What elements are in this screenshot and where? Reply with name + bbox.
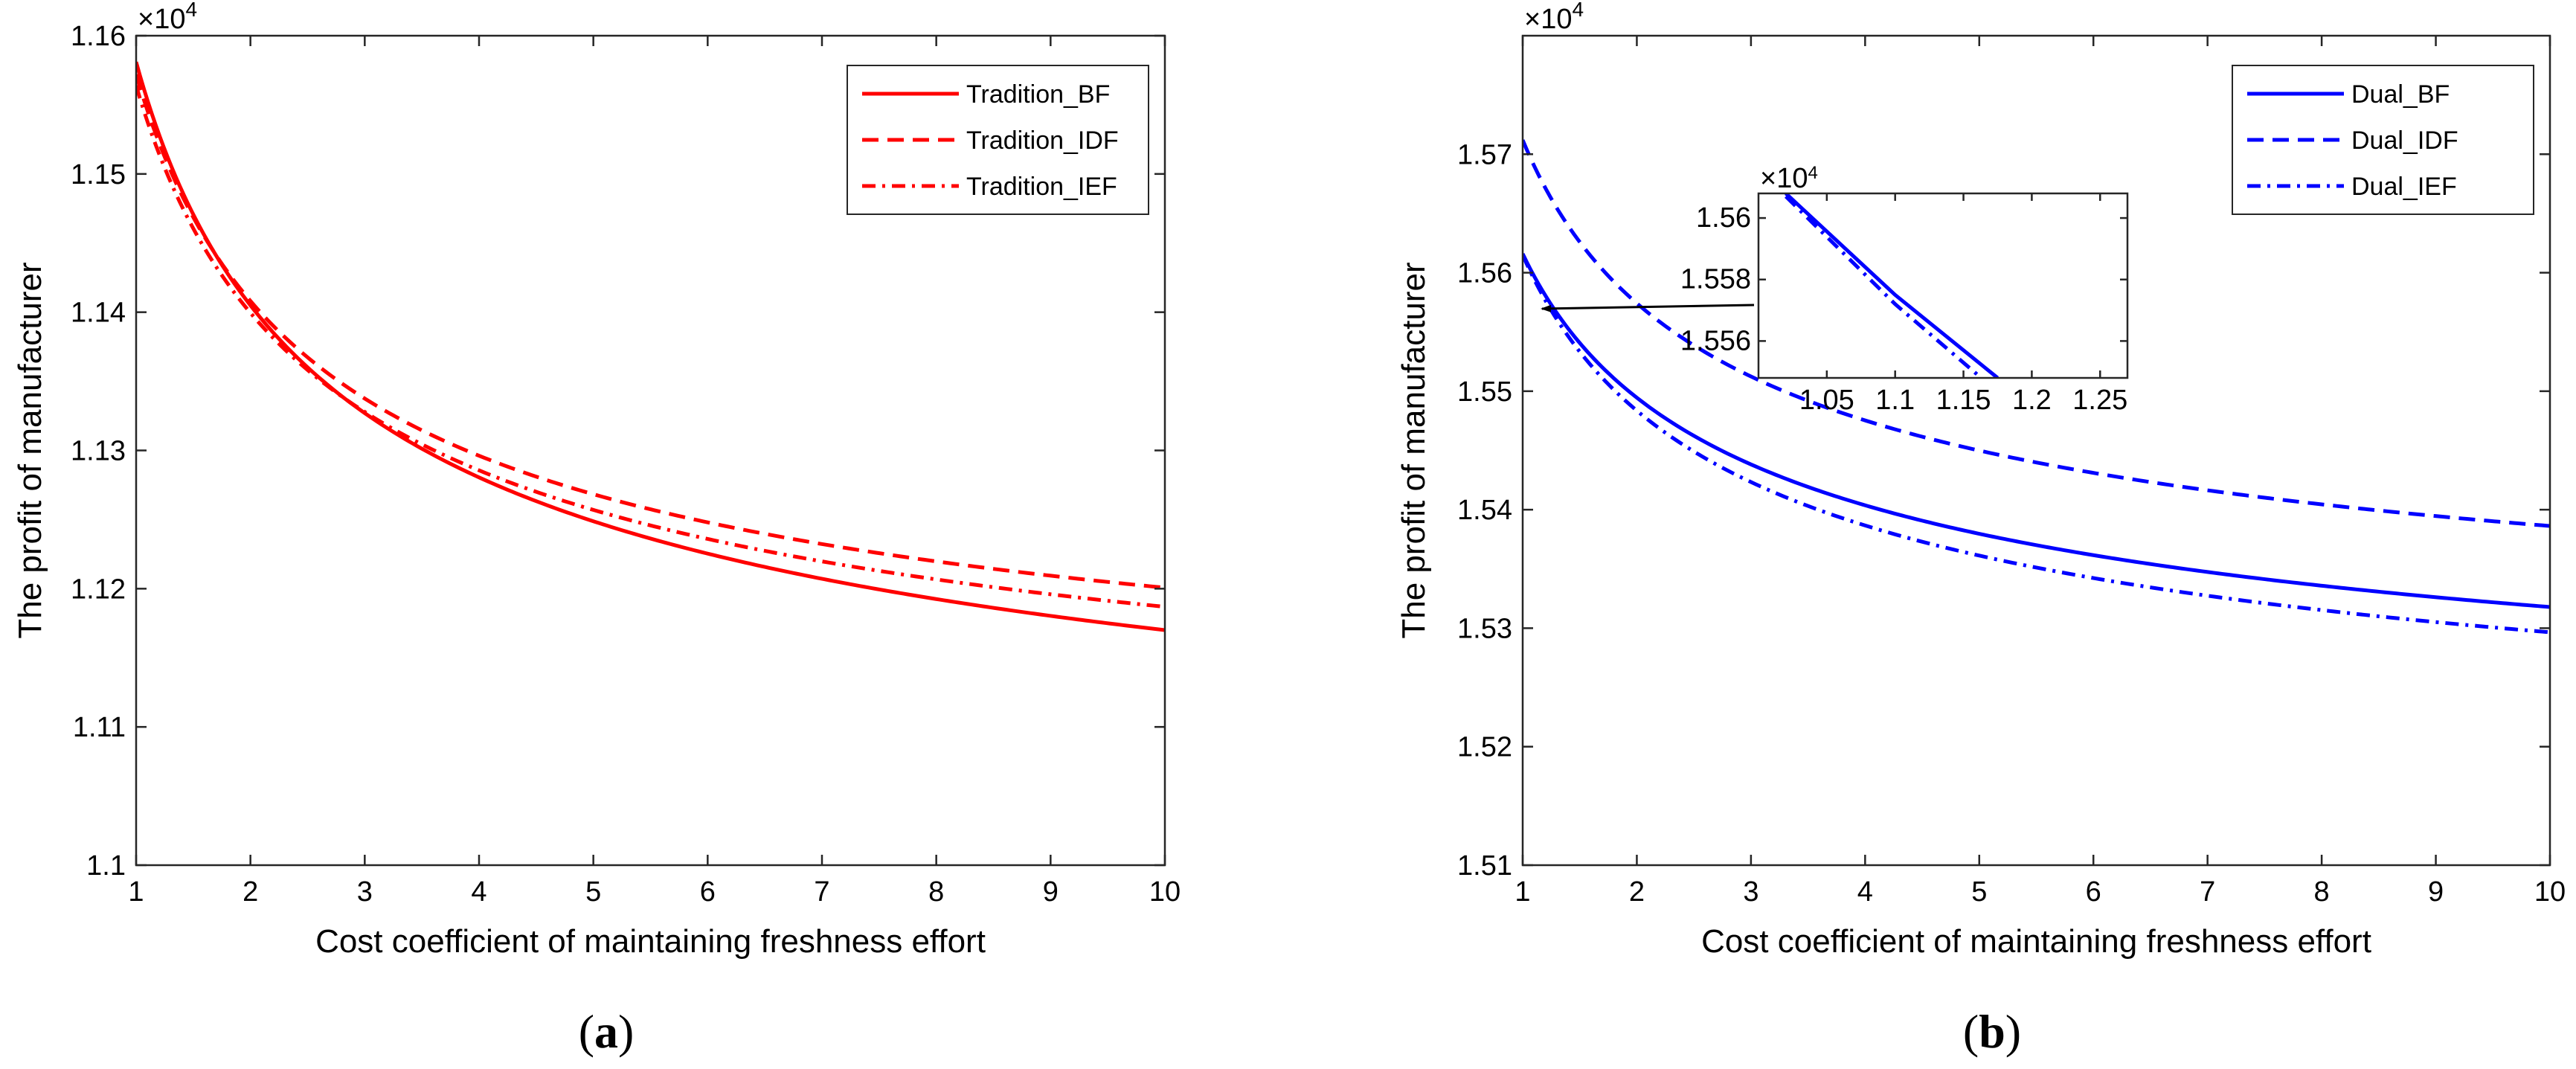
legend: Tradition_BF Tradition_IDF Tradition_IEF [847,65,1149,215]
y-tick-label: 1.55 [1457,376,1512,408]
y-axis-label: The profit of manufacturer [1395,262,1432,638]
x-tick-label: 9 [1043,876,1059,908]
inset-series-line-dual-ief [1784,195,1983,378]
panel-b-label: (b) [1963,1005,2021,1058]
y-tick-label: 1.57 [1457,139,1512,170]
series-line-tradition-bf [136,61,1165,632]
y-tick-label: 1.51 [1457,850,1512,882]
y-tick-label: 1.53 [1457,613,1512,644]
x-tick-label: 1 [128,876,144,908]
inset-y-tick-label: 1.556 [1680,325,1751,356]
x-tick-label: 5 [1971,876,1987,908]
panel-a-label: (a) [579,1005,635,1058]
series-line-dual-ief [1523,254,2550,635]
series-line-tradition-ief [136,85,1165,609]
x-tick-label: 8 [2314,876,2330,908]
x-tick-label: 10 [1149,876,1181,908]
axes-box [1521,34,2551,867]
inset-x-tick-label: 1.25 [2072,385,2127,416]
y-exponent-label: ×104 [1524,0,1584,35]
inset-x-tick-label: 1.1 [1875,385,1915,416]
legend-label-dual-bf: Dual_BF [2351,80,2450,109]
panel-b-inset-chart: 1.05 1.1 1.15 1.2 1.25 1.556 1.558 1.56 ×104 [1541,163,2129,416]
inset-exponent-label: ×104 [1760,163,1818,194]
y-exponent-label: ×104 [138,0,197,35]
x-tick-label: 5 [585,876,601,908]
inset-x-tick-label: 1.2 [2012,385,2052,416]
x-tick-label: 2 [242,876,258,908]
inset-x-tick-label: 1.05 [1799,385,1854,416]
x-tick-label: 9 [2428,876,2444,908]
legend-label-dual-ief: Dual_IEF [2351,173,2457,201]
inset-x-tick-label: 1.15 [1936,385,1991,416]
x-tick-label: 6 [2086,876,2101,908]
x-tick-label: 7 [2200,876,2215,908]
y-tick-label: 1.14 [71,298,126,329]
inset-y-tick-label: 1.558 [1680,264,1751,295]
inset-series-line-dual-bf [1785,193,2000,378]
legend: Dual_BF Dual_IDF Dual_IEF [2232,65,2534,215]
x-tick-label: 10 [2534,876,2566,908]
legend-label-tradition-ief: Tradition_IEF [966,173,1117,201]
legend-label-tradition-bf: Tradition_BF [966,80,1110,109]
x-tick-label: 2 [1629,876,1645,908]
y-tick-label: 1.54 [1457,495,1512,526]
y-tick-label: 1.52 [1457,732,1512,763]
series-line-dual-idf [1523,139,2550,528]
x-tick-label: 8 [928,876,944,908]
x-tick-label: 3 [1743,876,1758,908]
x-tick-label: 1 [1515,876,1530,908]
series-line-tradition-idf [136,74,1165,590]
y-tick-label: 1.15 [71,159,126,190]
x-axis-label: Cost coefficient of maintaining freshnes… [315,923,986,960]
y-tick-label: 1.1 [86,850,126,882]
x-tick-label: 3 [357,876,373,908]
legend-label-dual-idf: Dual_IDF [2351,126,2458,155]
x-tick-label: 4 [471,876,486,908]
y-tick-label: 1.13 [71,436,126,467]
y-tick-label: 1.12 [71,574,126,605]
inset-y-tick-label: 1.56 [1696,202,1751,234]
x-tick-label: 6 [700,876,716,908]
series-line-dual-bf [1523,252,2550,609]
x-tick-label: 7 [814,876,829,908]
y-axis-label: The profit of manufacturer [12,262,48,638]
inset-axes-box [1757,192,2129,379]
y-tick-label: 1.56 [1457,258,1512,289]
x-tick-label: 4 [1857,876,1873,908]
x-axis-label: Cost coefficient of maintaining freshnes… [1701,923,2371,960]
panel-b-chart: 1 2 3 4 5 6 7 8 9 10 1.51 1.52 1.53 1.54 1.55 1.56 1.57 ×… [1395,0,2566,960]
y-tick-label: 1.16 [71,21,126,52]
legend-label-tradition-idf: Tradition_IDF [966,126,1119,155]
zoom-arrow [1541,304,1755,312]
y-tick-label: 1.11 [73,712,126,743]
panel-a-chart: 1 2 3 4 5 6 7 8 9 10 1.1 1.11 1.12 1.13 1.14 1.15 1.16 ×1… [12,0,1181,960]
